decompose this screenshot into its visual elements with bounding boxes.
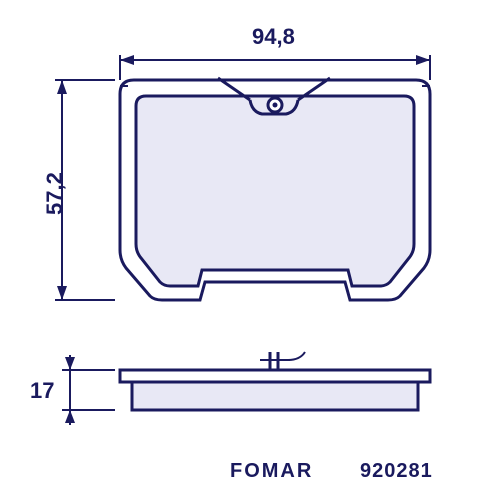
front-view — [120, 78, 430, 300]
diagram-canvas — [0, 0, 500, 500]
dim-thickness — [62, 355, 115, 425]
dim-thickness-label: 17 — [30, 378, 54, 404]
brand-label: FOMAR — [230, 460, 313, 483]
dim-width-label: 94,8 — [252, 24, 295, 50]
part-number: 920281 — [360, 460, 433, 483]
dim-height-label: 57,2 — [42, 172, 68, 215]
clip-side-icon — [260, 352, 305, 370]
side-view — [120, 352, 430, 410]
dim-width — [120, 55, 430, 80]
